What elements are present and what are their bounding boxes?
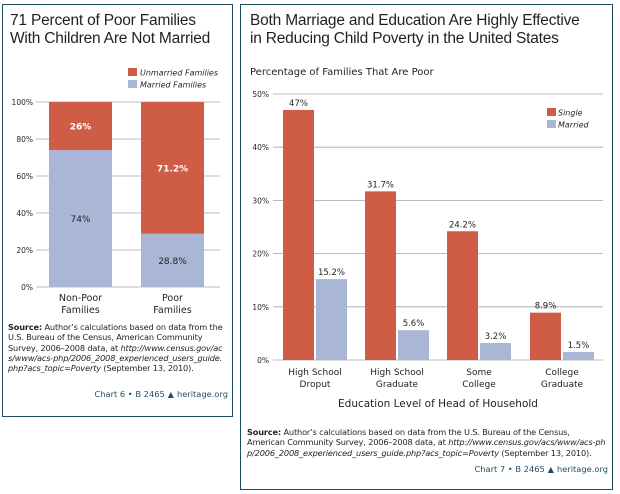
right-chart-title: Both Marriage and Education Are Highly E… — [250, 12, 580, 48]
x-tick-label: College — [462, 380, 496, 390]
data-label: 28.8% — [158, 257, 187, 267]
chart-number: Chart 6 • B 2465 — [94, 389, 165, 399]
chart-number: Chart 7 • B 2465 — [474, 464, 545, 474]
legend-label: Single — [558, 109, 583, 118]
y-tick-label: 20% — [16, 246, 33, 255]
heritage-link[interactable]: heritage.org — [556, 464, 608, 474]
right-title-line-1: Both Marriage and Education Are Highly E… — [250, 12, 580, 29]
right-credit: Chart 7 • B 2465 ▲ heritage.org — [474, 464, 608, 474]
source-date: (September 13, 2010). — [498, 447, 592, 458]
liberty-bell-icon: ▲ — [547, 465, 554, 474]
bar-single — [365, 191, 396, 360]
data-label: 74% — [70, 215, 90, 225]
left-title-line-2: With Children Are Not Married — [10, 30, 211, 47]
x-tick-label: Families — [153, 305, 191, 316]
y-tick-label: 60% — [16, 172, 33, 181]
left-title-line-1: 71 Percent of Poor Families — [10, 12, 196, 29]
bar-married — [398, 330, 429, 360]
legend-label: Married Families — [140, 81, 206, 90]
right-chart-subtitle: Percentage of Families That Are Poor — [250, 67, 434, 78]
bar-single — [530, 312, 561, 360]
source-text: Author’s calculations based on data from… — [247, 427, 570, 448]
data-label: 47% — [289, 99, 308, 109]
x-tick-label: Poor — [162, 293, 183, 304]
heritage-link[interactable]: heritage.org — [176, 389, 228, 399]
liberty-bell-icon: ▲ — [167, 390, 174, 399]
bar-married — [141, 233, 204, 287]
right-title-line-2: in Reducing Child Poverty in the United … — [250, 30, 559, 47]
data-label: 3.2% — [485, 332, 507, 342]
bar-married — [563, 352, 594, 360]
x-tick-label: High School — [370, 368, 423, 378]
bar-single — [283, 109, 314, 361]
y-tick-label: 10% — [252, 303, 269, 312]
left-chart-title: 71 Percent of Poor Families With Childre… — [10, 12, 210, 48]
data-label: 24.2% — [449, 220, 476, 230]
x-axis-title: Education Level of Head of Household — [338, 398, 538, 410]
y-tick-label: 40% — [252, 143, 269, 152]
right-chart-panel — [240, 4, 613, 490]
data-label: 71.2% — [157, 164, 188, 174]
source-text: Author’s calculations based on data from… — [8, 322, 223, 353]
source-label: Source: — [247, 427, 282, 437]
x-tick-label: High School — [288, 368, 341, 378]
x-tick-label: College — [545, 368, 579, 378]
bar-single — [49, 102, 112, 151]
source-url[interactable]: http://www.census.gov/acs/www/acs-php/20… — [8, 342, 223, 374]
x-tick-label: Graduate — [376, 380, 419, 390]
y-tick-label: 80% — [16, 135, 33, 144]
bar-single — [141, 102, 204, 234]
source-date: (September 13, 2010). — [100, 363, 194, 374]
x-tick-label: Graduate — [541, 380, 584, 390]
x-tick-label: Droput — [300, 380, 331, 390]
data-label: 31.7% — [367, 180, 394, 190]
x-tick-label: Some — [466, 368, 492, 378]
data-label: 5.6% — [403, 319, 425, 329]
y-tick-label: 50% — [252, 90, 269, 99]
right-source-note: Source: Author’s calculations based on d… — [247, 427, 609, 458]
data-label: 15.2% — [318, 268, 345, 278]
left-source-note: Source: Author’s calculations based on d… — [8, 322, 226, 373]
bar-single — [447, 231, 478, 360]
y-tick-label: 30% — [252, 196, 269, 205]
source-url[interactable]: http://www.census.gov/acs/www/acs-php/20… — [247, 437, 606, 458]
legend-label: Unmarried Families — [140, 69, 218, 78]
legend-swatch-single — [128, 68, 137, 76]
data-label: 1.5% — [568, 341, 590, 351]
source-label: Source: — [8, 322, 43, 332]
y-tick-label: 0% — [21, 283, 33, 292]
bar-married — [480, 342, 511, 360]
y-tick-label: 40% — [16, 209, 33, 218]
legend-swatch-married — [128, 80, 137, 88]
data-label: 8.9% — [535, 302, 557, 312]
legend-label: Married — [558, 121, 590, 130]
x-tick-label: Families — [61, 305, 99, 316]
y-tick-label: 0% — [257, 356, 269, 365]
legend-swatch-married — [547, 120, 556, 128]
left-credit: Chart 6 • B 2465 ▲ heritage.org — [94, 389, 228, 399]
bar-married — [49, 150, 112, 287]
y-tick-label: 100% — [12, 98, 33, 107]
legend-swatch-single — [547, 108, 556, 116]
data-label: 26% — [70, 123, 92, 133]
y-tick-label: 20% — [252, 250, 269, 259]
bar-married — [316, 279, 347, 360]
x-tick-label: Non-Poor — [59, 293, 102, 304]
